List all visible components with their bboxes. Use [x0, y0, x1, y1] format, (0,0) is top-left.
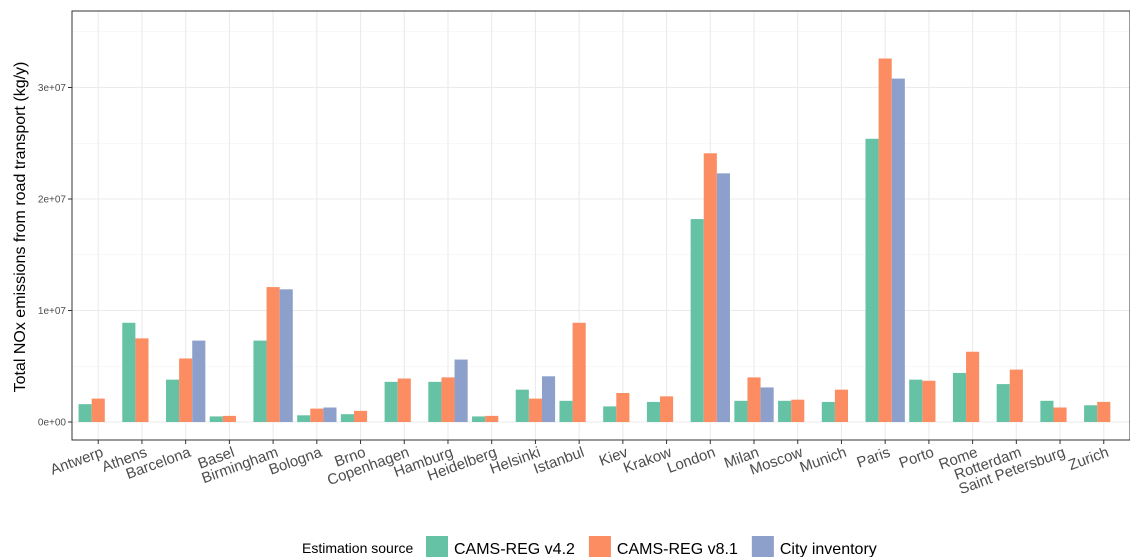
panel-border: [71, 10, 1130, 441]
bar: [1097, 401, 1111, 422]
bar: [646, 401, 661, 422]
bar: [865, 138, 879, 423]
bar: [428, 381, 442, 422]
legend-label: CAMS-REG v8.1: [617, 541, 738, 557]
bar: [454, 359, 468, 422]
bar: [966, 351, 980, 422]
bar: [310, 408, 324, 422]
bar: [165, 379, 180, 422]
legend-label: CAMS-REG v4.2: [454, 541, 575, 557]
bar: [1084, 405, 1098, 422]
bar: [878, 58, 892, 422]
bar: [791, 399, 805, 422]
bar: [78, 404, 92, 422]
bar: [660, 396, 674, 422]
bar: [323, 407, 337, 422]
bar: [384, 381, 398, 422]
bar: [253, 340, 267, 422]
bar: [528, 398, 542, 422]
bar: [485, 415, 499, 422]
y-tick-label: 1e+07: [38, 306, 67, 317]
panel-background: [72, 11, 1130, 440]
bar: [821, 401, 835, 422]
y-tick-label: 0e+00: [38, 418, 67, 429]
legend-swatch: [426, 536, 448, 557]
bar: [397, 378, 411, 422]
bar: [353, 410, 368, 422]
bar: [778, 400, 792, 422]
x-tick-label: Munich: [798, 444, 849, 477]
bar: [909, 379, 923, 422]
bar: [734, 400, 748, 422]
bar: [952, 372, 967, 422]
x-tick-label: Porto: [897, 444, 937, 472]
x-tick-label: Antwerp: [48, 444, 106, 479]
bar: [279, 289, 293, 422]
y-tick-label: 2e+07: [38, 195, 67, 206]
bar: [922, 380, 936, 422]
bar: [747, 377, 761, 422]
bar: [834, 389, 849, 422]
bar: [122, 322, 136, 422]
legend-swatch: [751, 536, 774, 557]
bar: [716, 173, 730, 422]
x-tick-label: Zurich: [1066, 444, 1111, 474]
bar: [559, 400, 573, 422]
bar: [266, 287, 280, 422]
y-axis-label: Total NOx emissions from road transport …: [12, 62, 29, 393]
y-tick-label: 3e+07: [38, 83, 67, 94]
bar: [541, 376, 556, 422]
bar: [1009, 369, 1023, 422]
bar: [340, 414, 354, 422]
bar: [996, 384, 1010, 422]
bar: [209, 416, 223, 422]
bar: [690, 219, 704, 422]
bar: [441, 377, 455, 422]
bar: [297, 415, 311, 422]
bar: [1040, 400, 1054, 422]
bar: [515, 389, 529, 422]
x-tick-label: London: [665, 444, 718, 477]
bar: [703, 153, 717, 422]
bar: [135, 338, 149, 422]
bar: [179, 358, 193, 422]
bar: [472, 416, 486, 422]
x-tick-label: Paris: [855, 444, 893, 472]
bar: [616, 393, 630, 422]
bars: [78, 58, 1111, 423]
bar: [222, 415, 236, 422]
bar: [91, 398, 105, 422]
legend: Estimation source CAMS-REG v4.2 CAMS-REG v…: [302, 536, 877, 557]
x-tick-label: Istanbul: [531, 444, 586, 478]
bar: [572, 322, 586, 422]
legend-title: Estimation source: [302, 540, 413, 556]
bar: [192, 340, 206, 422]
bar: [760, 387, 774, 422]
y-axis: 0e+00 1e+07 2e+07 3e+07: [38, 83, 72, 429]
bar: [1053, 407, 1067, 422]
bar: [891, 78, 905, 422]
legend-label: City inventory: [780, 541, 877, 557]
bar: [603, 406, 617, 422]
legend-swatch: [588, 536, 611, 557]
